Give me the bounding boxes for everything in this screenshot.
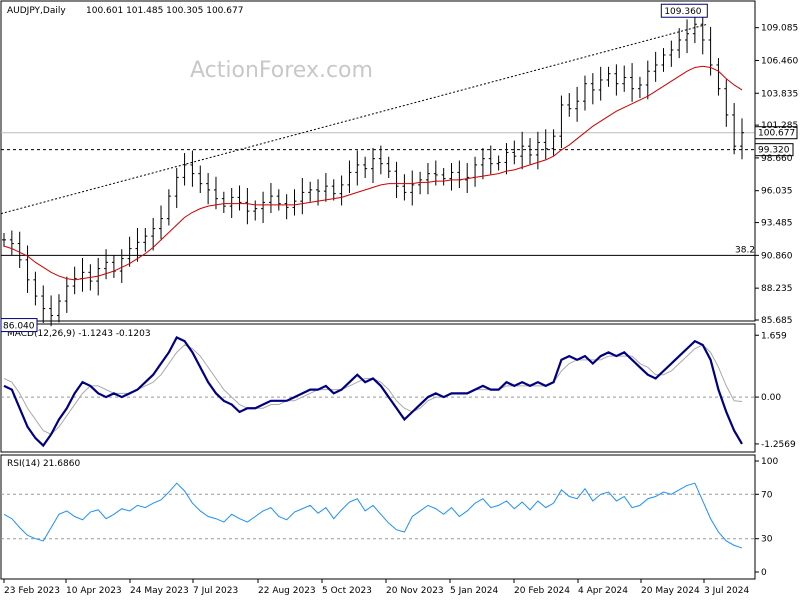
support-price-tag: 99.320 <box>758 146 790 156</box>
x-axis-label: 4 Apr 2024 <box>578 586 628 596</box>
high-label-box <box>660 3 708 18</box>
x-axis-label: 20 May 2024 <box>641 586 700 596</box>
rsi-panel-frame <box>0 454 756 580</box>
macd-layer <box>1 336 755 448</box>
macd-panel-frame <box>0 323 756 453</box>
moving-average-line <box>3 65 743 281</box>
macd-header: MACD(12,26,9) -1.1243 -0.1203 <box>7 329 151 339</box>
price-layer: 38.2 109.360 86.040 100.677 99.320 <box>0 3 798 333</box>
rsi-axis-label: 0 <box>761 568 767 578</box>
high-label: 109.360 <box>664 7 701 17</box>
x-axis-label: 7 Jul 2023 <box>193 586 238 596</box>
macd-axis-label: 0.00 <box>761 393 781 403</box>
x-axis-label: 5 Jan 2024 <box>450 586 498 596</box>
support-price-tag-box <box>754 143 794 157</box>
current-price-tag: 100.677 <box>758 129 795 139</box>
rsi-layer <box>1 482 755 549</box>
current-price-tag-box <box>754 126 798 140</box>
x-axis-label: 22 Aug 2023 <box>258 586 316 596</box>
macd-axis-label: -1.2569 <box>761 440 796 450</box>
low-label: 86.040 <box>3 322 35 332</box>
price-axis-label: 88.235 <box>761 284 793 294</box>
price-panel-frame <box>0 0 756 322</box>
trendline <box>0 23 708 215</box>
symbol-header: AUDJPY,Daily <box>7 6 66 16</box>
low-label-box <box>0 318 38 333</box>
price-axis-label: 106.460 <box>761 56 798 66</box>
x-axis-label: 23 Feb 2023 <box>4 586 60 596</box>
price-axis-label: 109.085 <box>761 24 798 34</box>
macd-main-line <box>3 336 743 448</box>
price-axis-label: 96.035 <box>761 187 793 197</box>
rsi-header: RSI(14) 21.6860 <box>7 459 80 469</box>
watermark: ActionForex.com <box>190 58 373 83</box>
price-axis-label: 101.285 <box>761 121 798 131</box>
x-axis-label: 3 Jul 2024 <box>704 586 749 596</box>
x-axis-label: 20 Feb 2024 <box>514 586 570 596</box>
x-axis-label: 24 May 2023 <box>130 586 189 596</box>
macd-axis-label: 1.659 <box>761 331 787 341</box>
fib-level-label: 38.2 <box>735 245 755 255</box>
axis-layer: 109.085 106.460 103.835 101.285 98.660 96.035… <box>3 24 798 596</box>
price-axis-label: 98.660 <box>761 154 793 164</box>
rsi-line <box>3 482 743 549</box>
rsi-axis-label: 100 <box>761 457 778 467</box>
x-axis-label: 20 Nov 2023 <box>386 586 444 596</box>
rsi-axis-label: 70 <box>761 490 773 500</box>
ohlc-header: 100.601 101.485 100.305 100.677 <box>86 6 243 16</box>
price-axis-label: 103.835 <box>761 89 798 99</box>
x-axis-label: 5 Oct 2023 <box>322 586 372 596</box>
x-axis-label: 10 Apr 2023 <box>66 586 122 596</box>
price-axis-label: 85.685 <box>761 316 793 326</box>
price-axis-label: 90.860 <box>761 251 793 261</box>
price-axis-label: 93.485 <box>761 219 793 229</box>
rsi-axis-label: 30 <box>761 535 773 545</box>
